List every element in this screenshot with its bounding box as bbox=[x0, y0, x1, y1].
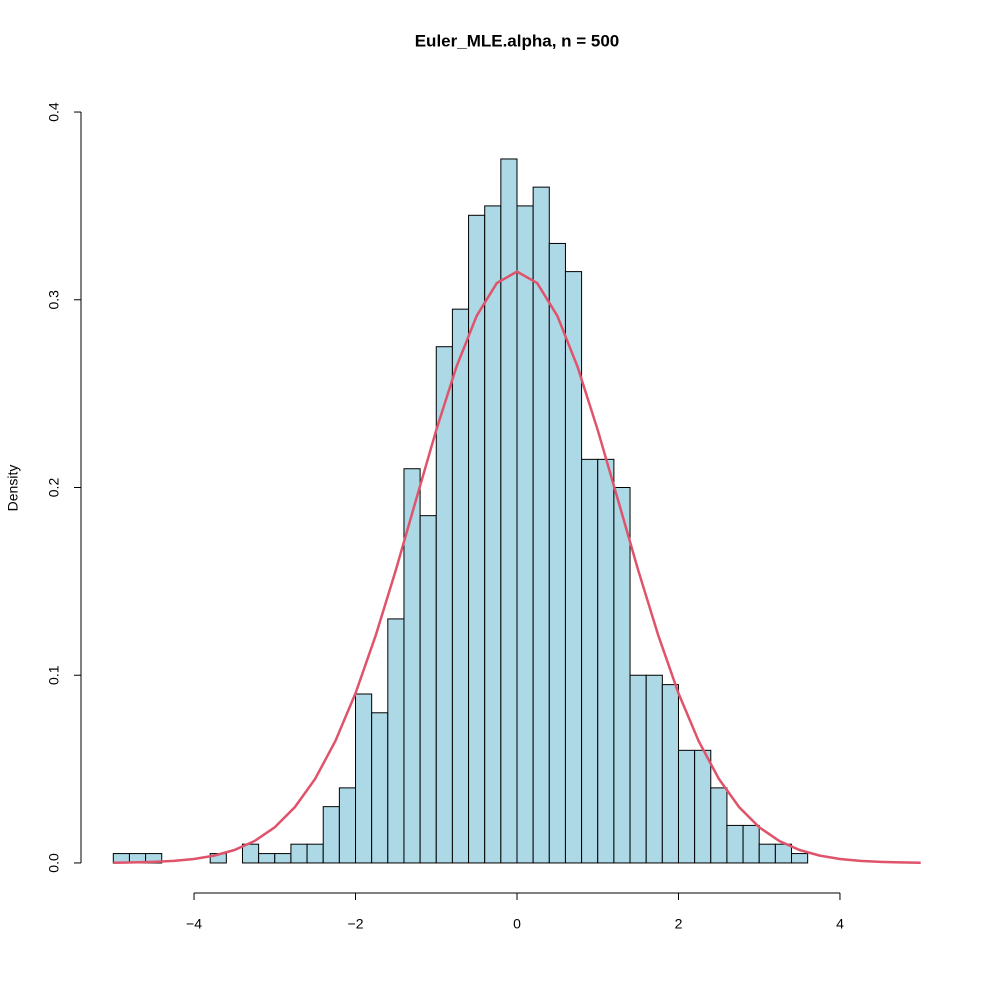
bar bbox=[758, 843, 776, 864]
bar bbox=[322, 806, 340, 864]
bar bbox=[258, 853, 276, 864]
bar bbox=[726, 824, 744, 864]
bar bbox=[581, 458, 599, 864]
bar bbox=[468, 214, 486, 864]
bar bbox=[484, 205, 502, 864]
bar bbox=[355, 693, 373, 864]
bar bbox=[403, 468, 421, 864]
bar bbox=[387, 618, 405, 864]
bar bbox=[290, 843, 308, 864]
bar bbox=[629, 674, 647, 864]
bar bbox=[677, 749, 696, 864]
y-tick-label: 0.2 bbox=[46, 478, 62, 498]
x-tick-label: 2 bbox=[675, 916, 683, 932]
bar bbox=[451, 308, 470, 864]
x-tick-label: 0 bbox=[513, 916, 521, 932]
y-tick-label: 0.4 bbox=[46, 102, 62, 122]
bar bbox=[306, 843, 324, 864]
bar bbox=[774, 843, 793, 864]
y-axis-label: Density bbox=[5, 465, 21, 512]
x-tick-label: −4 bbox=[186, 916, 202, 932]
y-tick-label: 0.1 bbox=[46, 665, 62, 685]
bar bbox=[241, 843, 260, 864]
y-tick-label: 0.3 bbox=[46, 290, 62, 310]
bar bbox=[645, 674, 663, 864]
bar bbox=[710, 787, 728, 864]
bar bbox=[742, 824, 760, 864]
bar bbox=[516, 205, 534, 864]
y-tick-label: 0.0 bbox=[46, 853, 62, 873]
bar bbox=[661, 684, 679, 864]
bar bbox=[791, 853, 809, 864]
bar bbox=[371, 712, 389, 864]
x-tick-label: −2 bbox=[348, 916, 364, 932]
bar bbox=[500, 158, 518, 864]
bar bbox=[694, 749, 712, 864]
bar bbox=[597, 458, 615, 864]
bar bbox=[613, 487, 631, 864]
bar bbox=[338, 787, 357, 864]
chart-title: Euler_MLE.alpha, n = 500 bbox=[415, 31, 620, 50]
bar bbox=[548, 242, 566, 864]
x-tick-label: 4 bbox=[836, 916, 844, 932]
density-curve bbox=[113, 270, 921, 865]
bar bbox=[274, 853, 292, 864]
bar bbox=[564, 271, 583, 864]
bar bbox=[419, 515, 437, 864]
